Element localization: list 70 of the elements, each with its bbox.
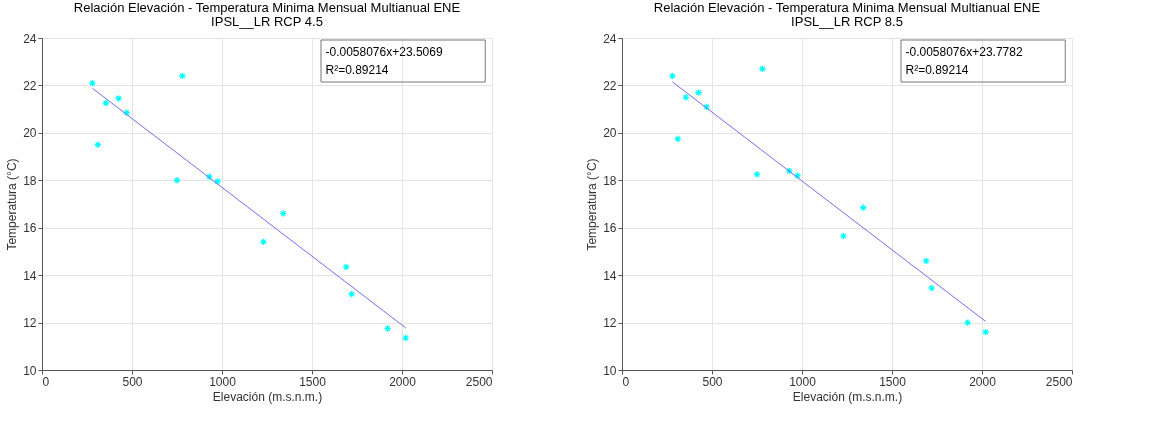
- point: [88, 79, 97, 87]
- x-tick-label: 2000: [969, 374, 997, 389]
- y-tick-label: 24: [23, 31, 37, 46]
- y-tick-label: 12: [23, 316, 37, 331]
- x-axis-title: Elevación (m.s.n.m.): [792, 389, 903, 404]
- x-tick-label: 500: [122, 374, 143, 389]
- y-tick-label: 10: [23, 363, 37, 378]
- x-tick-label: 2500: [465, 374, 493, 389]
- x-tick-label: 0: [622, 374, 630, 389]
- point: [753, 170, 761, 179]
- y-tick-label: 18: [23, 173, 37, 188]
- point: [839, 232, 848, 240]
- x-tick-label: 1500: [879, 374, 907, 389]
- point: [668, 72, 677, 80]
- y-tick-label: 20: [603, 126, 617, 141]
- point: [122, 108, 131, 117]
- point: [674, 135, 682, 143]
- x-tick-label: 2000: [389, 374, 417, 389]
- point: [702, 103, 711, 111]
- point: [758, 65, 767, 73]
- y-tick-label: 18: [603, 173, 617, 188]
- y-tick-label: 22: [603, 78, 617, 93]
- point: [383, 324, 392, 333]
- annotation: R²=0.89214: [325, 63, 389, 77]
- x-tick-label: 2500: [1045, 374, 1073, 389]
- y-tick-label: 20: [23, 126, 37, 141]
- point: [793, 171, 802, 180]
- point: [963, 318, 972, 327]
- x-tick-label: 0: [42, 374, 50, 389]
- point: [102, 99, 110, 107]
- point: [401, 334, 410, 342]
- point: [259, 238, 268, 246]
- y-tick-label: 14: [23, 268, 37, 283]
- point: [94, 140, 102, 149]
- point: [347, 290, 356, 298]
- chart-title: Relación Elevación - Temperatura Minima Mensual Multianual ENE: [653, 0, 1041, 15]
- y-axis-title: Temperatura (°C): [585, 158, 600, 251]
- x-tick-label: 1000: [209, 374, 237, 389]
- y-tick-label: 22: [23, 78, 37, 93]
- y-tick-label: 10: [603, 363, 617, 378]
- point: [981, 328, 990, 336]
- point: [694, 88, 703, 97]
- point: [173, 176, 181, 185]
- y-tick-label: 24: [603, 31, 617, 46]
- point: [922, 257, 930, 265]
- point: [178, 72, 187, 80]
- point: [682, 93, 690, 102]
- y-tick-label: 12: [603, 316, 617, 331]
- point: [213, 177, 222, 186]
- point: [785, 167, 794, 175]
- annotation: R²=0.89214: [905, 63, 969, 77]
- y-axis-title: Temperatura (°C): [5, 158, 20, 251]
- x-tick-label: 1500: [299, 374, 327, 389]
- point: [279, 209, 287, 218]
- x-axis-title: Elevación (m.s.n.m.): [212, 389, 323, 404]
- point: [205, 172, 214, 181]
- x-tick-label: 1000: [789, 374, 817, 389]
- annotation: -0.0058076x+23.7782: [905, 45, 1023, 59]
- y-tick-label: 16: [603, 221, 617, 236]
- point: [114, 94, 123, 103]
- chart-subtitle: IPSL__LR RCP 8.5: [791, 14, 903, 29]
- annotation: -0.0058076x+23.5069: [325, 45, 443, 59]
- x-tick-label: 500: [702, 374, 723, 389]
- chart-title: Relación Elevación - Temperatura Minima Mensual Multianual ENE: [73, 0, 461, 15]
- point: [342, 263, 350, 271]
- y-tick-label: 16: [23, 221, 37, 236]
- point: [927, 284, 936, 292]
- y-tick-label: 14: [603, 268, 617, 283]
- point: [859, 203, 867, 212]
- chart-subtitle: IPSL__LR RCP 4.5: [211, 14, 323, 29]
